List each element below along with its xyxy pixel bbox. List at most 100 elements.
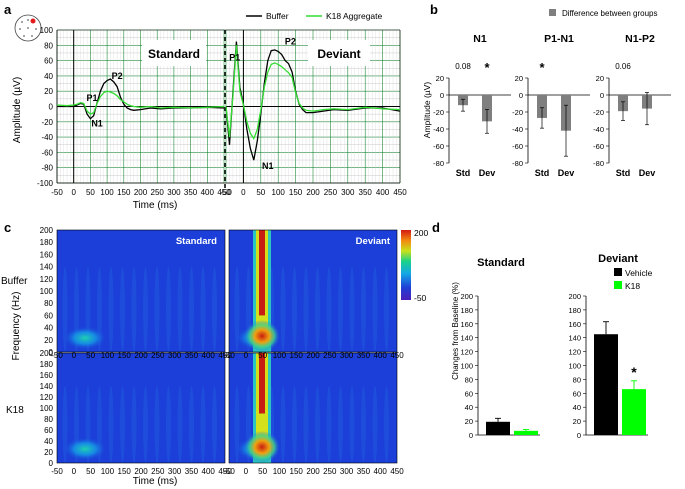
c-x-tick-label: 350 xyxy=(357,351,371,360)
d-y-axis-label: Changes from Baseline (%) xyxy=(451,282,460,380)
heatmap-streak xyxy=(120,266,125,352)
d-bar-k18 xyxy=(514,430,538,435)
c-x-tick-label: 150 xyxy=(118,467,132,476)
c-y-tick-label: 140 xyxy=(40,382,54,391)
standard-title-box xyxy=(142,40,206,66)
c-x-tick-label: 350 xyxy=(185,351,199,360)
c-title-deviant: Deviant xyxy=(356,236,391,247)
heatmap-k18-deviant xyxy=(228,352,398,464)
c-x-tick-label: 0 xyxy=(72,351,77,360)
b-y-tick-label: -80 xyxy=(433,159,444,168)
erp-series xyxy=(56,41,401,161)
b-y-tick-label: 0 xyxy=(519,91,523,100)
c-x-tick-label: 200 xyxy=(134,467,148,476)
x-tick-label: 450 xyxy=(393,188,407,197)
b-category-label: Dev xyxy=(558,168,575,178)
y-tick-label: 0 xyxy=(49,103,54,112)
p-value-label: 0.06 xyxy=(615,62,631,71)
heatmap-low-freq-blob xyxy=(63,326,107,350)
c-y-tick-label: 0 xyxy=(49,348,54,357)
x-tick-label: 200 xyxy=(306,188,320,197)
heatmap-streak xyxy=(349,386,355,463)
d-y-tick-label: 40 xyxy=(465,403,473,412)
heatmap-streak xyxy=(120,386,125,463)
heatmap-buffer-deviant xyxy=(228,229,398,353)
heatmap-streak xyxy=(234,266,240,352)
heatmap-streak xyxy=(384,386,389,463)
d-y-tick-label: 120 xyxy=(568,348,581,357)
heatmap-buffer-standard xyxy=(56,229,226,353)
heatmap-hot-column-core xyxy=(259,230,265,316)
x-tick-label: 50 xyxy=(86,188,95,197)
heatmap-streak xyxy=(326,266,332,352)
heatmap-streak xyxy=(154,386,160,463)
c-x-tick-label: -50 xyxy=(223,351,235,360)
d-y-tick-label: 60 xyxy=(573,389,581,398)
x-tick-label: 0 xyxy=(241,188,246,197)
panel-label-a: a xyxy=(4,2,12,17)
b-category-label: Std xyxy=(535,168,550,178)
erp-ticks: -50 0 50 100 150 200 250 300 350 400 450-50 0 50 100 1… xyxy=(37,26,407,197)
heatmap-border xyxy=(228,229,398,353)
y-tick-label: 40 xyxy=(44,72,53,81)
c-y-tick-label: 40 xyxy=(44,324,53,333)
c-y-tick-label: 60 xyxy=(44,311,53,320)
c-x-tick-label: -50 xyxy=(51,351,63,360)
c-x-tick-label: 250 xyxy=(151,351,165,360)
component-label-n1: N1 xyxy=(262,161,274,171)
component-label-p2: P2 xyxy=(285,37,296,47)
b-subplot-n1: N1 20 0 -20 -40 -60 -80 Std Dev 0.08 * xyxy=(433,33,511,178)
b-bar-std xyxy=(537,95,547,118)
c-y-tick-label: 140 xyxy=(40,263,54,272)
b-y-tick-label: -60 xyxy=(433,142,444,151)
x-tick-label: 250 xyxy=(151,188,165,197)
y-tick-label: 60 xyxy=(44,57,53,66)
heatmap-streak xyxy=(338,386,343,463)
c-x-tick-label: 350 xyxy=(357,467,371,476)
panel-d-bar-charts: Changes from Baseline (%) Vehicle K18 St… xyxy=(451,253,653,440)
c-x-tick-label: 150 xyxy=(290,351,304,360)
c-y-tick-label: 180 xyxy=(40,360,54,369)
heatmap-streak xyxy=(361,386,366,463)
panel-b-bar-charts: Difference between groups Amplitude (µV)… xyxy=(422,9,671,178)
heatmap-streak xyxy=(315,386,320,463)
c-x-tick-label: 200 xyxy=(306,351,320,360)
x-tick-label: 300 xyxy=(341,188,355,197)
c-x-tick-label: 250 xyxy=(151,467,165,476)
heatmap-border xyxy=(56,229,226,353)
component-label-p1: P1 xyxy=(87,93,98,103)
erp-standard-title: Standard xyxy=(148,47,200,61)
colorbar-tick-min: -50 xyxy=(414,293,427,303)
d-y-tick-label: 100 xyxy=(460,362,473,371)
heatmap-streak xyxy=(108,386,114,463)
x-tick-label: 300 xyxy=(167,188,181,197)
c-row-label-buffer: Buffer xyxy=(1,276,28,287)
erp-y-axis-label: Amplitude (µV) xyxy=(12,77,23,143)
heatmap-streak xyxy=(166,266,171,352)
y-tick-label: -20 xyxy=(41,118,53,127)
y-tick-label: -40 xyxy=(41,133,53,142)
b-y-tick-label: -60 xyxy=(512,142,523,151)
deviant-title-box xyxy=(308,40,370,66)
x-tick-label: 50 xyxy=(256,188,265,197)
c-x-tick-label: 400 xyxy=(374,467,388,476)
heatmap-streak xyxy=(200,266,206,352)
d-y-tick-label: 100 xyxy=(568,362,581,371)
c-x-tick-label: 250 xyxy=(323,351,337,360)
c-x-tick-label: 450 xyxy=(390,467,404,476)
x-tick-label: 350 xyxy=(359,188,373,197)
c-x-tick-label: 300 xyxy=(168,467,182,476)
d-y-tick-label: 160 xyxy=(460,320,473,329)
d-y-tick-label: 140 xyxy=(568,334,581,343)
c-y-tick-label: 80 xyxy=(44,299,53,308)
panel-label-b: b xyxy=(430,2,438,17)
c-y-tick-label: 180 xyxy=(40,238,54,247)
heatmap-streak xyxy=(131,266,137,352)
x-tick-label: -50 xyxy=(220,188,232,197)
b-y-tick-label: 20 xyxy=(515,74,523,83)
y-tick-label: -60 xyxy=(41,148,53,157)
heatmap-streak xyxy=(292,266,297,352)
c-y-tick-label: 120 xyxy=(40,393,54,402)
